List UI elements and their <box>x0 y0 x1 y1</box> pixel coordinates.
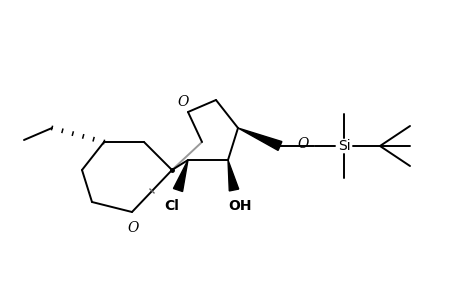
Text: O: O <box>177 95 189 109</box>
Polygon shape <box>237 128 281 150</box>
Polygon shape <box>228 160 238 191</box>
Text: Si: Si <box>337 139 350 153</box>
Polygon shape <box>173 160 188 191</box>
Text: O: O <box>297 137 308 152</box>
Text: OH: OH <box>228 199 251 213</box>
Text: O: O <box>127 221 138 235</box>
Text: Cl: Cl <box>164 199 179 213</box>
